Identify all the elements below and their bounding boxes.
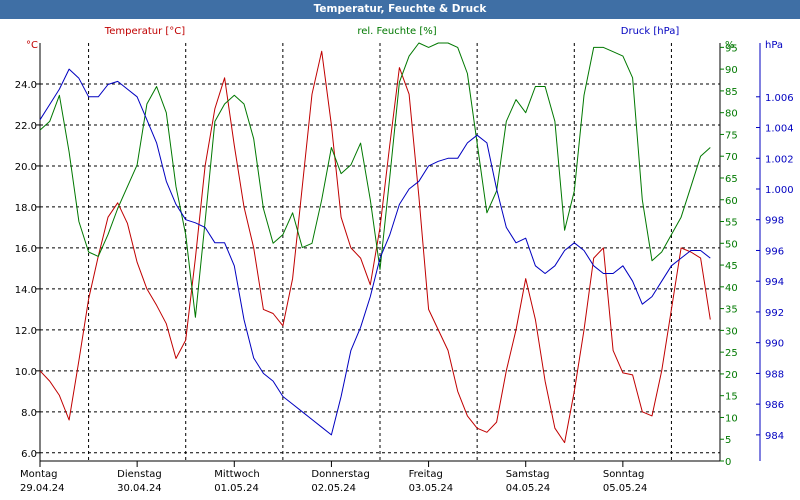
pressure-tick-label: 992	[765, 308, 784, 319]
x-tick-label-date: 01.05.24	[214, 483, 259, 494]
series	[39, 42, 711, 444]
humidity-tick-label: 35	[725, 305, 738, 316]
tick-labels: 6.08.010.012.014.016.018.020.022.024.005…	[15, 43, 794, 494]
humidity-tick-label: 70	[725, 152, 738, 163]
x-tick-label-date: 04.05.24	[506, 483, 551, 494]
humidity-tick-label: 85	[725, 87, 738, 98]
humidity-tick-label: 60	[725, 196, 738, 207]
humidity-tick-label: 0	[725, 457, 731, 468]
temperature-tick-label: 16.0	[15, 244, 37, 255]
pressure-unit: hPa	[765, 40, 783, 51]
humidity-tick-label: 30	[725, 326, 738, 337]
pressure-tick-label: 1.002	[765, 154, 794, 165]
temperature-series-line	[39, 50, 711, 444]
temperature-tick-label: 6.0	[21, 449, 37, 460]
temperature-tick-label: 22.0	[15, 121, 37, 132]
humidity-tick-label: 90	[725, 65, 738, 76]
temperature-tick-label: 20.0	[15, 162, 37, 173]
humidity-axis-title: rel. Feuchte [%]	[357, 26, 436, 37]
humidity-tick-label: 50	[725, 239, 738, 250]
x-tick-label-date: 29.04.24	[20, 483, 65, 494]
x-tick-label-day: Mittwoch	[214, 469, 259, 480]
humidity-tick-label: 40	[725, 283, 738, 294]
x-tick-label-date: 30.04.24	[117, 483, 162, 494]
pressure-tick-label: 1.006	[765, 93, 794, 104]
pressure-tick-label: 984	[765, 431, 784, 442]
x-tick-label-date: 02.05.24	[311, 483, 356, 494]
x-tick-label-day: Freitag	[409, 469, 443, 480]
humidity-tick-label: 5	[725, 435, 731, 446]
pressure-tick-label: 1.004	[765, 124, 794, 135]
pressure-tick-label: 986	[765, 400, 784, 411]
pressure-series-line	[39, 68, 711, 436]
x-tick-label-day: Montag	[20, 469, 57, 480]
pressure-tick-label: 988	[765, 369, 784, 380]
x-tick-label-day: Sonntag	[603, 469, 645, 480]
chart-area: Temperatur [°C] rel. Feuchte [%] Druck […	[15, 26, 794, 494]
humidity-tick-label: 65	[725, 174, 738, 185]
humidity-tick-label: 75	[725, 130, 738, 141]
temperature-tick-label: 18.0	[15, 203, 37, 214]
temperature-tick-label: 10.0	[15, 367, 37, 378]
pressure-tick-label: 998	[765, 216, 784, 227]
humidity-tick-label: 15	[725, 392, 738, 403]
humidity-tick-label: 55	[725, 218, 738, 229]
x-tick-label-day: Samstag	[506, 469, 550, 480]
humidity-tick-label: 80	[725, 109, 738, 120]
x-tick-label-date: 03.05.24	[409, 483, 454, 494]
humidity-tick-label: 95	[725, 43, 738, 54]
humidity-tick-label: 10	[725, 413, 738, 424]
axes: Temperatur [°C] rel. Feuchte [%] Druck […	[26, 26, 783, 462]
x-tick-label-day: Dienstag	[117, 469, 162, 480]
x-tick-label-day: Donnerstag	[311, 469, 369, 480]
pressure-tick-label: 990	[765, 339, 784, 350]
temperature-unit: °C	[26, 40, 38, 51]
temperature-tick-label: 12.0	[15, 326, 37, 337]
humidity-tick-label: 45	[725, 261, 738, 272]
x-tick-label-date: 05.05.24	[603, 483, 648, 494]
humidity-series-line	[39, 42, 711, 318]
chart-title: Temperatur, Feuchte & Druck	[0, 0, 800, 19]
pressure-tick-label: 994	[765, 277, 784, 288]
humidity-tick-label: 20	[725, 370, 738, 381]
temperature-tick-label: 8.0	[21, 408, 37, 419]
pressure-tick-label: 996	[765, 246, 784, 257]
temperature-tick-label: 24.0	[15, 80, 37, 91]
pressure-axis-title: Druck [hPa]	[621, 26, 680, 37]
temperature-tick-label: 14.0	[15, 285, 37, 296]
temperature-axis-title: Temperatur [°C]	[104, 26, 185, 37]
humidity-unit: %	[725, 40, 735, 51]
pressure-tick-label: 1.000	[765, 185, 794, 196]
humidity-tick-label: 25	[725, 348, 738, 359]
grid	[40, 43, 720, 461]
